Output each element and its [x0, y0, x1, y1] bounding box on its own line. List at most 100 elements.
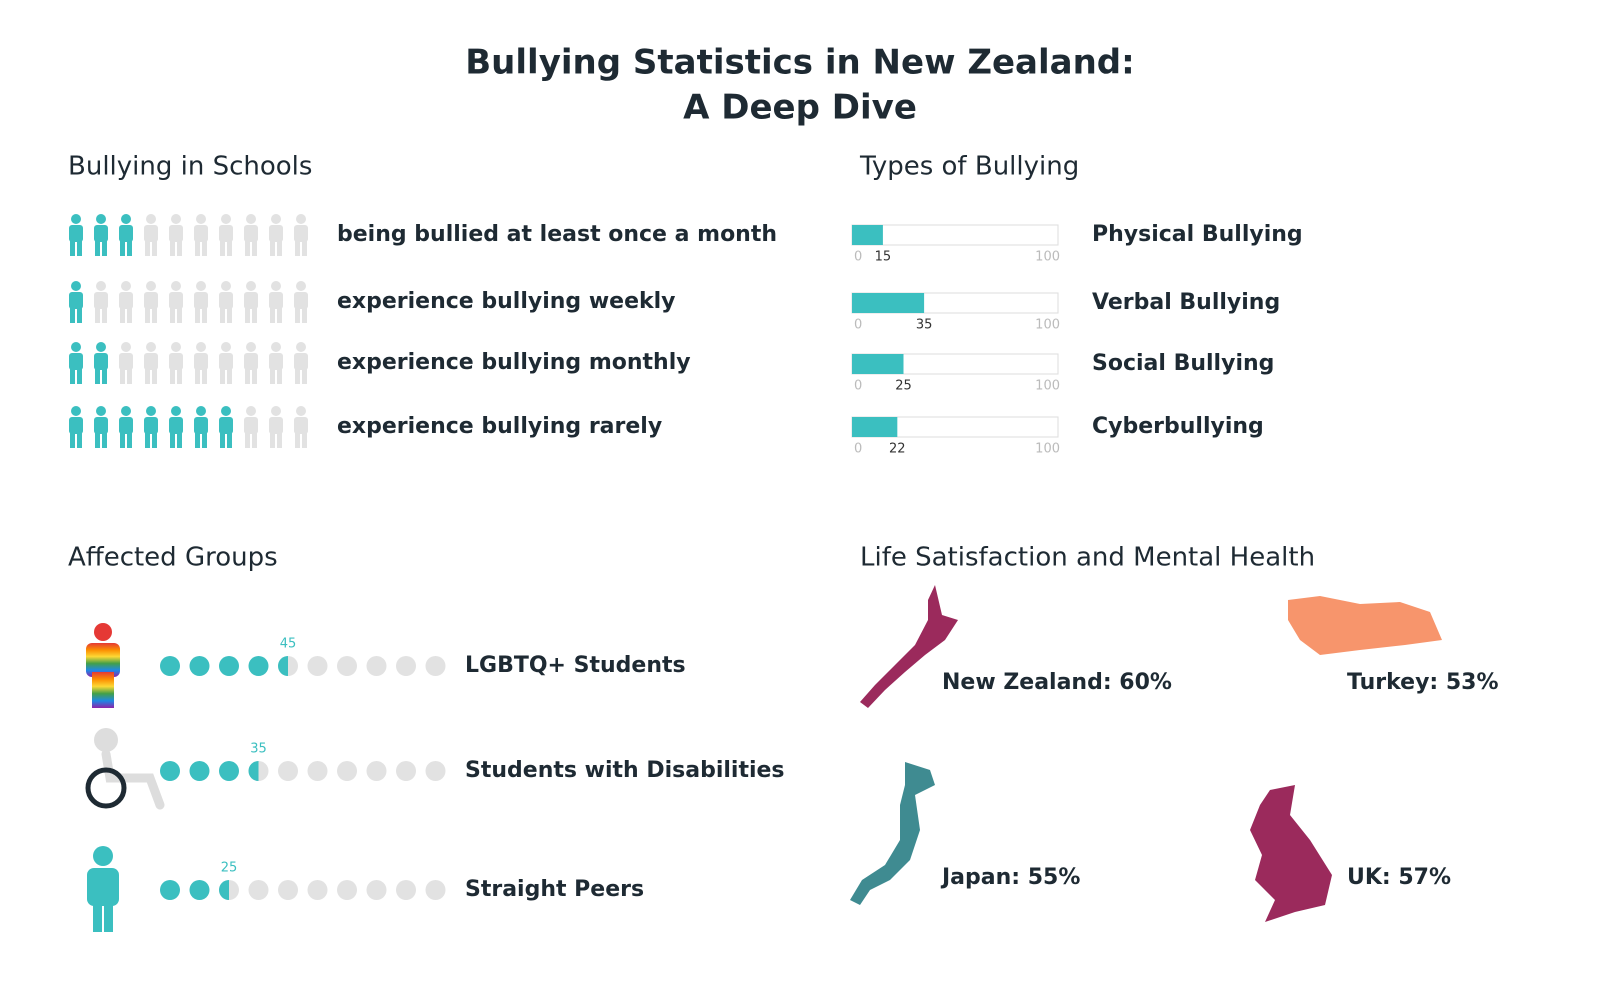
person-leg: [195, 240, 200, 256]
person-head: [246, 406, 256, 416]
person-head: [146, 281, 156, 291]
bar-max: 100: [1035, 318, 1060, 333]
person-leg: [127, 240, 132, 256]
dot: [189, 656, 210, 676]
bar-max: 100: [1035, 379, 1060, 394]
dot: [425, 656, 446, 676]
person-head: [121, 342, 131, 352]
person-leg: [245, 432, 250, 448]
bar-value: 22: [889, 442, 906, 457]
map-turkey: [1288, 596, 1442, 655]
person-leg: [177, 307, 182, 323]
icon-row: [69, 281, 308, 323]
person-head: [146, 406, 156, 416]
person-leg: [170, 432, 175, 448]
section-heading: Life Satisfaction and Mental Health: [860, 543, 1315, 573]
person-leg: [152, 240, 157, 256]
bar: [852, 417, 898, 437]
person-head: [221, 406, 231, 416]
person-body: [169, 417, 183, 434]
dot: [189, 761, 210, 781]
person-body: [94, 292, 108, 309]
person-leg: [252, 307, 257, 323]
person-leg: [202, 368, 207, 384]
dot: [337, 880, 357, 900]
group-label: Straight Peers: [465, 877, 644, 902]
person-body: [294, 225, 308, 242]
bar: [852, 225, 883, 245]
person-head: [71, 214, 81, 224]
person-head: [296, 342, 306, 352]
country-label: Turkey: 53%: [1347, 670, 1499, 695]
person-leg: [202, 240, 207, 256]
person-leg: [145, 240, 150, 256]
icon-row: [69, 406, 308, 448]
map-uk: [1250, 785, 1332, 922]
person-body: [144, 225, 158, 242]
person-leg: [245, 368, 250, 384]
bar-min: 0: [854, 318, 862, 333]
dot: [425, 880, 446, 900]
person-leg: [302, 307, 307, 323]
person-head: [296, 214, 306, 224]
person-head: [121, 281, 131, 291]
person-body: [119, 417, 133, 434]
person-body: [294, 353, 308, 370]
person-leg: [227, 432, 232, 448]
person-head: [96, 281, 106, 291]
person-leg: [277, 368, 282, 384]
person-leg: [145, 432, 150, 448]
person-leg: [277, 432, 282, 448]
country-label: New Zealand: 60%: [942, 670, 1172, 695]
person-body: [219, 353, 233, 370]
person-leg: [195, 368, 200, 384]
person-body: [69, 292, 83, 309]
person-leg: [152, 307, 157, 323]
group-label: LGBTQ+ Students: [465, 653, 686, 678]
bar-label: Cyberbullying: [1092, 414, 1264, 439]
person-leg: [295, 307, 300, 323]
row-label: experience bullying rarely: [337, 414, 662, 439]
person-leg: [120, 307, 125, 323]
dot: [396, 656, 416, 676]
person-leg: [120, 432, 125, 448]
person-leg: [227, 240, 232, 256]
dot: [307, 880, 328, 900]
dot: [337, 656, 357, 676]
bar-label: Verbal Bullying: [1092, 290, 1280, 315]
person-leg: [170, 307, 175, 323]
bar-min: 0: [854, 379, 862, 394]
person-head: [246, 281, 256, 291]
country-label: UK: 57%: [1347, 865, 1451, 890]
person-body: [294, 417, 308, 434]
dot-row: [160, 656, 446, 676]
dot-part: [219, 880, 229, 900]
person-leg: [277, 307, 282, 323]
dot-row: [160, 761, 446, 781]
person-leg: [302, 432, 307, 448]
section-heading: Affected Groups: [68, 543, 278, 573]
person-head: [171, 342, 181, 352]
dot-part: [278, 656, 288, 676]
person-body: [69, 225, 83, 242]
person-leg: [252, 368, 257, 384]
person-head: [196, 281, 206, 291]
bar-value: 15: [875, 250, 892, 265]
bar: [852, 293, 925, 313]
person-leg: [145, 368, 150, 384]
person-body: [119, 353, 133, 370]
person-leg: [295, 432, 300, 448]
dot: [396, 880, 416, 900]
bar-label: Physical Bullying: [1092, 222, 1303, 247]
person-leg: [95, 432, 100, 448]
person-leg: [102, 368, 107, 384]
person-body: [169, 292, 183, 309]
dot: [160, 880, 180, 900]
person-body: [94, 353, 108, 370]
person-head: [296, 406, 306, 416]
person-body: [219, 417, 233, 434]
person-leg: [220, 368, 225, 384]
person-leg: [270, 240, 275, 256]
icon-row: [69, 214, 308, 256]
bar-label: Social Bullying: [1092, 351, 1274, 376]
